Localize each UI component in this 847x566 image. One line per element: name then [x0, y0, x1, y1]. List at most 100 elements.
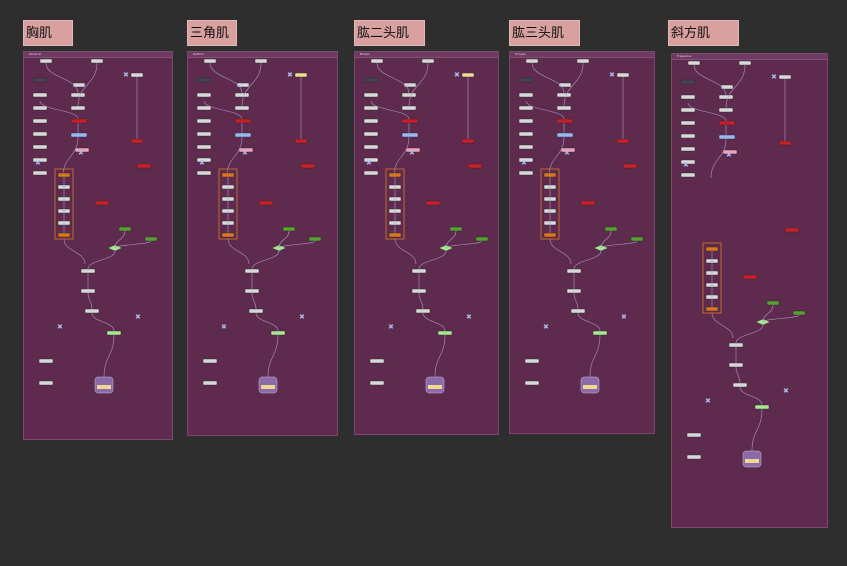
graph-node[interactable] [388, 172, 402, 178]
output-node-flag[interactable] [97, 385, 111, 389]
graph-node[interactable] [720, 84, 734, 90]
graph-node[interactable] [524, 380, 540, 386]
graph-node[interactable] [543, 172, 557, 178]
graph-node[interactable] [144, 236, 158, 242]
xform-node-icon[interactable]: ✖ [771, 73, 777, 81]
graph-node[interactable] [32, 157, 48, 163]
xform-node-icon[interactable]: ✖ [621, 313, 627, 321]
graph-node[interactable] [401, 118, 419, 124]
graph-node[interactable] [221, 232, 235, 238]
graph-node[interactable] [566, 268, 582, 274]
xform-node-icon[interactable]: ✖ [683, 161, 689, 169]
graph-node[interactable] [234, 132, 252, 138]
graph-node[interactable] [72, 82, 86, 88]
graph-node[interactable] [244, 288, 260, 294]
graph-node[interactable] [616, 72, 630, 78]
graph-node[interactable] [475, 236, 489, 242]
graph-node[interactable] [518, 92, 534, 98]
graph-node[interactable] [437, 330, 453, 336]
graph-node[interactable] [518, 157, 534, 163]
network-box-header[interactable]: Pectoral [24, 52, 172, 58]
xform-node-icon[interactable]: ✖ [543, 323, 549, 331]
xform-node-icon[interactable]: ✖ [366, 159, 372, 167]
xform-node-icon[interactable]: ✖ [57, 323, 63, 331]
graph-node[interactable] [732, 382, 748, 388]
graph-node[interactable] [118, 226, 132, 232]
graph-node[interactable] [687, 60, 701, 66]
graph-node[interactable] [592, 330, 608, 336]
graph-node[interactable] [32, 144, 48, 150]
graph-node[interactable] [518, 118, 534, 124]
graph-node[interactable] [566, 288, 582, 294]
graph-node[interactable] [370, 58, 384, 64]
graph-node[interactable] [518, 170, 534, 176]
graph-node[interactable] [282, 226, 296, 232]
graph-node[interactable] [294, 138, 308, 144]
graph-node[interactable] [196, 144, 212, 150]
graph-node[interactable] [236, 82, 250, 88]
graph-node[interactable] [234, 92, 250, 98]
graph-node[interactable] [403, 82, 417, 88]
graph-node[interactable] [680, 133, 696, 139]
graph-node[interactable] [57, 172, 71, 178]
graph-node[interactable] [467, 163, 483, 169]
graph-node[interactable] [136, 163, 152, 169]
graph-node[interactable] [196, 77, 212, 83]
graph-node[interactable] [258, 200, 274, 206]
graph-node[interactable] [616, 138, 630, 144]
graph-node[interactable] [202, 358, 218, 364]
graph-node[interactable] [421, 58, 435, 64]
graph-node[interactable] [363, 92, 379, 98]
network-box-header[interactable]: Triceps [510, 52, 654, 58]
graph-node[interactable] [411, 268, 427, 274]
graph-node[interactable] [308, 236, 322, 242]
network-box-deltoid[interactable]: Deltoid [187, 51, 338, 436]
graph-node[interactable] [388, 232, 402, 238]
graph-node[interactable] [57, 232, 71, 238]
xform-node-icon[interactable]: ✖ [287, 71, 293, 79]
graph-node[interactable] [518, 77, 534, 83]
graph-node[interactable] [32, 105, 48, 111]
graph-node[interactable] [754, 404, 770, 410]
network-box-trapezius[interactable]: Trapezius [671, 53, 828, 528]
xform-node-icon[interactable]: ✖ [135, 313, 141, 321]
graph-node[interactable] [70, 118, 88, 124]
graph-node[interactable] [39, 58, 53, 64]
graph-node[interactable] [518, 144, 534, 150]
graph-node[interactable] [234, 118, 252, 124]
output-node-flag[interactable] [745, 459, 759, 463]
graph-node[interactable] [32, 170, 48, 176]
graph-node[interactable] [558, 82, 572, 88]
graph-node[interactable] [738, 60, 752, 66]
graph-node[interactable] [196, 118, 212, 124]
network-box-header[interactable]: Trapezius [672, 54, 827, 60]
graph-node[interactable] [680, 94, 696, 100]
graph-node[interactable] [728, 342, 744, 348]
xform-node-icon[interactable]: ✖ [705, 397, 711, 405]
graph-node[interactable] [196, 92, 212, 98]
graph-node[interactable] [270, 330, 286, 336]
xform-node-icon[interactable]: ✖ [726, 151, 732, 159]
xform-node-icon[interactable]: ✖ [454, 71, 460, 79]
graph-node[interactable] [686, 432, 702, 438]
graph-node[interactable] [202, 380, 218, 386]
graph-node[interactable] [525, 58, 539, 64]
graph-node[interactable] [728, 362, 744, 368]
network-box-triceps[interactable]: Triceps [509, 51, 655, 434]
graph-node[interactable] [556, 92, 572, 98]
graph-node[interactable] [784, 227, 800, 233]
graph-node[interactable] [363, 77, 379, 83]
graph-node[interactable] [244, 268, 260, 274]
graph-node[interactable] [622, 163, 638, 169]
graph-node[interactable] [130, 138, 144, 144]
xform-node-icon[interactable]: ✖ [466, 313, 472, 321]
graph-node[interactable] [401, 105, 417, 111]
graph-node[interactable] [38, 380, 54, 386]
graph-node[interactable] [518, 105, 534, 111]
graph-node[interactable] [415, 308, 431, 314]
sticky-deltoid[interactable]: 三角肌 [187, 20, 237, 46]
graph-node[interactable] [363, 105, 379, 111]
graph-node[interactable] [680, 120, 696, 126]
xform-node-icon[interactable]: ✖ [609, 71, 615, 79]
sticky-biceps[interactable]: 肱二头肌 [354, 20, 425, 46]
